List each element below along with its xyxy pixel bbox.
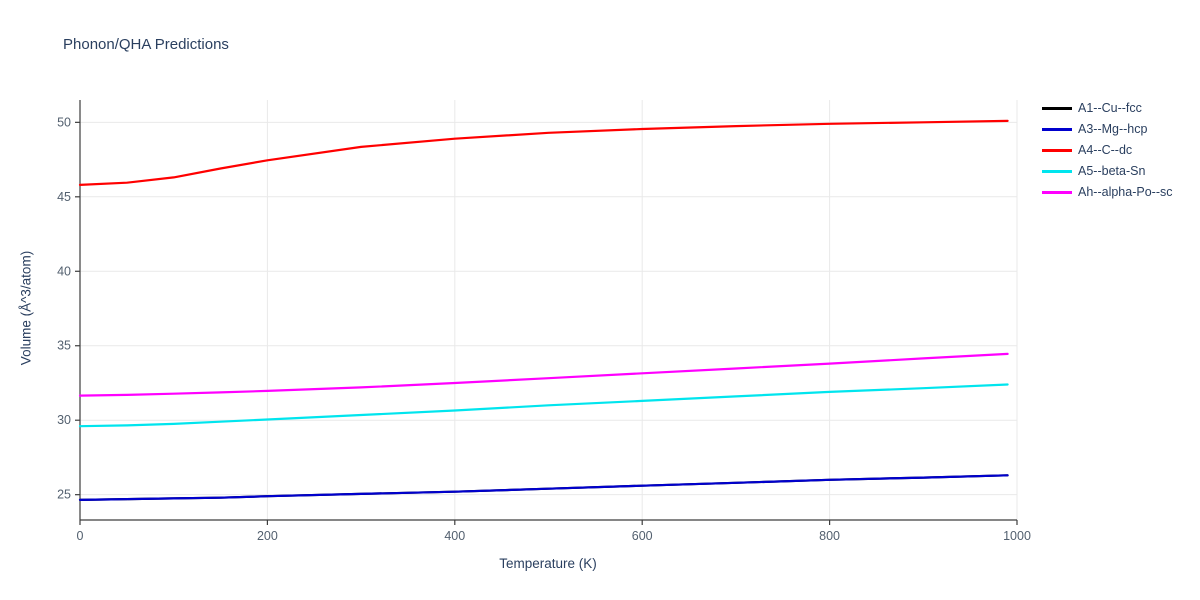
legend: A1--Cu--fcc A3--Mg--hcp A4--C--dc A5--beta-… — [1042, 101, 1172, 199]
x-tick-label: 400 — [444, 529, 465, 543]
legend-label: A4--C--dc — [1078, 143, 1133, 157]
legend-swatch-icon — [1042, 106, 1072, 110]
legend-item-A3--Mg--hcp[interactable]: A3--Mg--hcp — [1042, 122, 1172, 136]
legend-item-A5--beta-Sn[interactable]: A5--beta-Sn — [1042, 164, 1172, 178]
y-axis-title: Volume (Å^3/atom) — [18, 250, 34, 366]
series-line-Ah--alpha-Po--sc — [78, 352, 1009, 397]
y-tick-label: 50 — [57, 115, 71, 129]
x-tick-label: 0 — [77, 529, 84, 543]
legend-label: A3--Mg--hcp — [1078, 122, 1148, 136]
x-tick-label: 200 — [257, 529, 278, 543]
legend-item-A1--Cu--fcc[interactable]: A1--Cu--fcc — [1042, 101, 1172, 115]
legend-swatch-icon — [1042, 127, 1072, 131]
legend-swatch-icon — [1042, 169, 1072, 173]
x-tick-label: 600 — [632, 529, 653, 543]
legend-swatch-icon — [1042, 190, 1072, 194]
series-line-A3--Mg--hcp — [78, 474, 1009, 501]
y-tick-label: 25 — [57, 488, 71, 502]
legend-item-Ah--alpha-Po--sc[interactable]: Ah--alpha-Po--sc — [1042, 185, 1172, 199]
y-tick-label: 30 — [57, 413, 71, 427]
y-tick-label: 35 — [57, 339, 71, 353]
legend-label: A1--Cu--fcc — [1078, 101, 1142, 115]
y-tick-label: 45 — [57, 190, 71, 204]
y-tick-label: 40 — [57, 264, 71, 278]
x-tick-label: 1000 — [1003, 529, 1031, 543]
legend-swatch-icon — [1042, 148, 1072, 152]
chart-title: Phonon/QHA Predictions — [63, 36, 229, 53]
legend-label: Ah--alpha-Po--sc — [1078, 185, 1173, 199]
series-line-A4--C--dc — [78, 119, 1009, 186]
legend-item-A4--C--dc[interactable]: A4--C--dc — [1042, 143, 1172, 157]
series-line-A5--beta-Sn — [78, 383, 1009, 428]
x-axis-title: Temperature (K) — [499, 556, 597, 571]
x-tick-label: 800 — [819, 529, 840, 543]
legend-label: A5--beta-Sn — [1078, 164, 1146, 178]
